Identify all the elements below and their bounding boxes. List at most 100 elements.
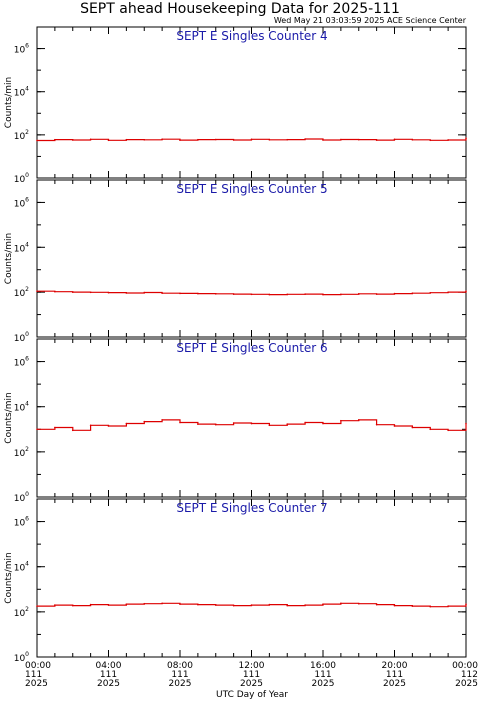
data-point <box>214 604 217 606</box>
panel-title: SEPT E Singles Counter 7 <box>176 501 327 515</box>
y-tick-label: 100 <box>14 331 29 344</box>
y-tick-label-exponent: 6 <box>25 356 29 363</box>
data-point <box>286 293 289 296</box>
y-tick-label-exponent: 2 <box>25 606 29 613</box>
x-tick-doy: 111 <box>25 670 42 680</box>
x-tick-year: 2025 <box>169 679 192 689</box>
data-point <box>465 603 467 605</box>
data-point <box>143 420 146 423</box>
y-tick-label-exponent: 6 <box>25 43 29 50</box>
y-tick-label-base: 10 <box>14 449 26 459</box>
data-point <box>304 293 306 295</box>
data-point <box>232 139 235 141</box>
data-point <box>125 138 128 141</box>
x-tick-year: 2025 <box>312 679 335 689</box>
data-point <box>286 604 289 607</box>
y-tick-label-base: 10 <box>14 132 26 142</box>
y-tick-label-base: 10 <box>14 46 26 56</box>
y-tick-label-exponent: 6 <box>25 516 29 523</box>
y-tick-label: 102 <box>14 286 29 299</box>
x-tick-doy: 111 <box>314 670 331 680</box>
data-point <box>286 138 289 141</box>
y-tick-label: 104 <box>14 241 29 254</box>
y-tick-label-base: 10 <box>14 244 26 254</box>
data-point <box>71 604 74 607</box>
data-point <box>465 422 467 425</box>
data-point <box>161 138 163 140</box>
data-point <box>89 138 92 141</box>
data-point <box>197 423 199 425</box>
panel-frame <box>36 338 467 498</box>
y-tick-label: 100 <box>14 491 29 504</box>
data-point <box>357 419 360 421</box>
data-point <box>322 422 324 425</box>
data-point <box>429 605 432 608</box>
x-axis-label: UTC Day of Year <box>216 690 288 700</box>
data-point <box>447 139 449 141</box>
data-point <box>179 139 181 141</box>
data-point <box>161 602 163 605</box>
y-tick-label-base: 10 <box>14 609 26 619</box>
data-point <box>429 291 432 294</box>
x-tick-doy: 111 <box>386 670 403 680</box>
panel-title: SEPT E Singles Counter 5 <box>176 182 327 196</box>
y-tick-label-exponent: 4 <box>25 86 29 93</box>
y-tick-label: 106 <box>14 43 29 56</box>
data-point <box>197 292 199 295</box>
data-point <box>71 429 74 432</box>
y-tick-label-base: 10 <box>14 334 26 344</box>
data-point <box>179 292 181 295</box>
x-tick-year: 2025 <box>25 679 48 689</box>
data-point <box>232 422 235 424</box>
data-point <box>125 292 128 294</box>
data-point <box>304 421 306 424</box>
y-tick-label-base: 10 <box>14 564 26 574</box>
y-tick-label-exponent: 4 <box>25 241 29 248</box>
x-tick-time: 08:00 <box>167 661 193 671</box>
data-point <box>214 423 217 426</box>
data-point <box>107 139 110 142</box>
data-point <box>357 293 360 295</box>
data-point <box>465 137 467 139</box>
y-tick-label: 102 <box>14 606 29 619</box>
data-point <box>89 291 92 294</box>
panel-title: SEPT E Singles Counter 4 <box>176 29 327 43</box>
data-point <box>71 291 74 293</box>
data-point <box>54 290 56 293</box>
y-tick-label-base: 10 <box>14 494 26 504</box>
y-tick-label-exponent: 4 <box>25 401 29 408</box>
y-axis-label: Counts/min <box>4 233 14 284</box>
data-point <box>232 604 235 607</box>
x-tick-doy: 111 <box>171 670 188 680</box>
data-point <box>250 138 253 141</box>
data-point <box>36 428 38 431</box>
data-point <box>393 138 396 141</box>
data-point <box>411 139 414 141</box>
data-point <box>179 603 181 605</box>
y-tick-label-exponent: 6 <box>25 196 29 203</box>
x-tick-time: 04:00 <box>96 661 122 671</box>
data-point <box>36 139 38 142</box>
data-point <box>286 423 289 425</box>
data-point <box>268 603 271 606</box>
y-tick-label: 100 <box>14 172 29 185</box>
x-tick-time: 00:00 <box>25 661 51 671</box>
data-point <box>214 138 217 141</box>
data-point <box>322 293 324 296</box>
data-point <box>357 602 360 605</box>
data-point <box>268 139 271 141</box>
x-tick-year: 2025 <box>97 679 120 689</box>
data-point <box>465 290 467 293</box>
x-tick-year: 2025 <box>383 679 406 689</box>
y-tick-label-base: 10 <box>14 404 26 414</box>
chart-title: SEPT ahead Housekeeping Data for 2025-11… <box>80 1 400 17</box>
data-point <box>107 425 110 427</box>
x-tick-doy: 111 <box>243 670 260 680</box>
data-point <box>304 604 306 606</box>
y-tick-label: 106 <box>14 196 29 209</box>
data-point <box>447 429 449 432</box>
